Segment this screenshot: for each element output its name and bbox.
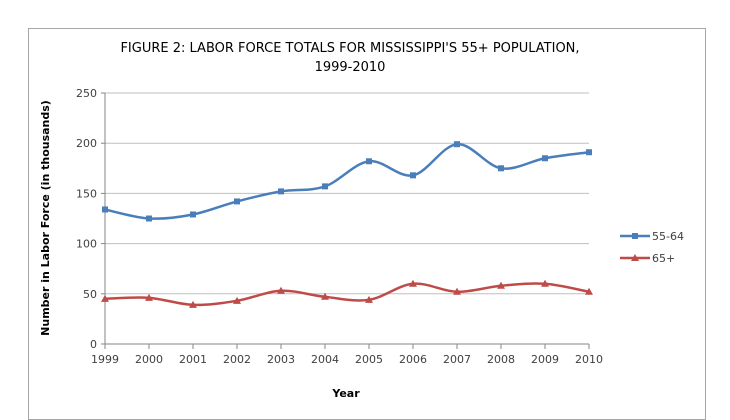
series-55-64-point bbox=[366, 158, 372, 165]
series-65--point bbox=[409, 279, 417, 287]
y-axis-label: Number in Labor Force (in thousands) bbox=[39, 100, 52, 336]
series-65--point bbox=[277, 286, 285, 294]
y-tick-label: 50 bbox=[83, 288, 97, 301]
series-65--point bbox=[233, 296, 241, 304]
x-tick-label: 2000 bbox=[135, 353, 163, 366]
chart-title-line-1: FIGURE 2: LABOR FORCE TOTALS FOR MISSISS… bbox=[120, 41, 579, 56]
series-55-64-point bbox=[586, 149, 592, 156]
series-65--line bbox=[104, 282, 590, 307]
series-65--point bbox=[101, 294, 109, 302]
series-55-64-point bbox=[410, 172, 416, 179]
x-tick-label: 2009 bbox=[531, 353, 559, 366]
x-axis-label: Year bbox=[331, 387, 360, 400]
x-tick-label: 1999 bbox=[91, 353, 119, 366]
x-tick-label: 2001 bbox=[179, 353, 207, 366]
series-55-64-point bbox=[234, 198, 240, 205]
x-tick-label: 2006 bbox=[399, 353, 427, 366]
legend-marker bbox=[631, 254, 639, 261]
legend-label: 65+ bbox=[652, 252, 675, 265]
line-chart: FIGURE 2: LABOR FORCE TOTALS FOR MISSISS… bbox=[39, 41, 684, 400]
chart-title-line-2: 1999-2010 bbox=[315, 60, 386, 75]
series-55-64-point bbox=[190, 211, 196, 218]
series-55-64-line bbox=[104, 142, 590, 220]
x-tick-label: 2002 bbox=[223, 353, 251, 366]
x-tick-label: 2003 bbox=[267, 353, 295, 366]
series-55-64-point bbox=[542, 155, 548, 162]
y-tick-label: 250 bbox=[76, 87, 97, 100]
y-tick-label: 0 bbox=[90, 338, 97, 351]
series-65--point bbox=[585, 287, 593, 295]
series-55-64-point bbox=[146, 215, 152, 222]
legend-label: 55-64 bbox=[652, 230, 684, 243]
x-tick-label: 2005 bbox=[355, 353, 383, 366]
x-tick-label: 2004 bbox=[311, 353, 339, 366]
x-tick-label: 2007 bbox=[443, 353, 471, 366]
legend-marker bbox=[632, 233, 638, 239]
series-65--point bbox=[541, 279, 549, 287]
series-65--point bbox=[453, 287, 461, 295]
y-tick-label: 150 bbox=[76, 187, 97, 200]
series-55-64-point bbox=[102, 206, 108, 213]
x-tick-label: 2008 bbox=[487, 353, 515, 366]
series-65--point bbox=[321, 292, 329, 300]
series-55-64-point bbox=[454, 141, 460, 148]
series-65--point bbox=[497, 281, 505, 289]
y-tick-label: 100 bbox=[76, 238, 97, 251]
series-65--point bbox=[145, 293, 153, 301]
series-55-64-point bbox=[322, 183, 328, 190]
y-tick-label: 200 bbox=[76, 137, 97, 150]
series-65--point bbox=[189, 300, 197, 308]
series-55-64-point bbox=[498, 165, 504, 172]
series-55-64-point bbox=[278, 188, 284, 195]
x-tick-label: 2010 bbox=[575, 353, 603, 366]
series-65--point bbox=[365, 295, 373, 303]
